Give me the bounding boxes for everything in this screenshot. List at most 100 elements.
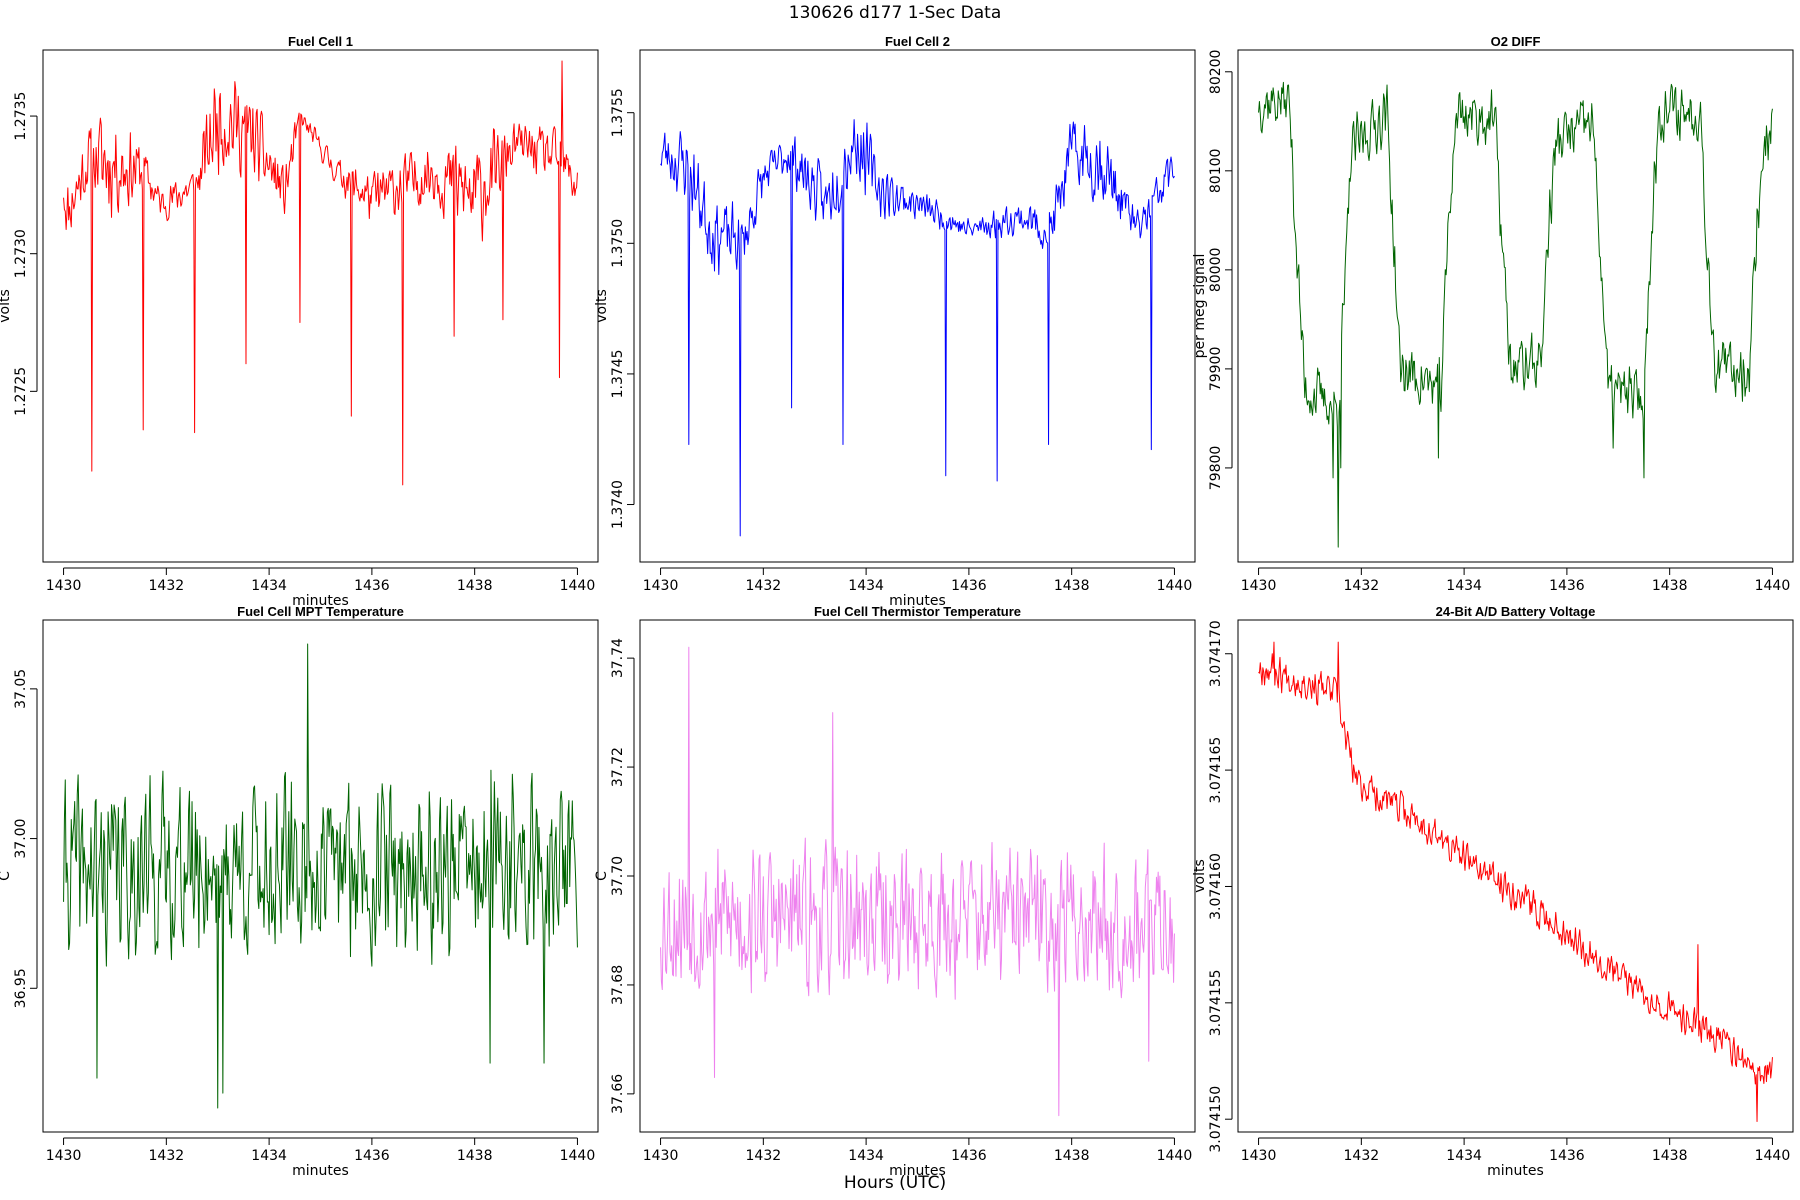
x-tick-label: 1434 — [1446, 578, 1482, 594]
x-tick-label: 1440 — [560, 1148, 596, 1164]
panel-title: O2 DIFF — [1491, 34, 1541, 49]
y-axis-label: C — [0, 871, 13, 881]
y-tick-label: 1.3740 — [610, 480, 626, 529]
x-tick-label: 1432 — [746, 578, 782, 594]
plot-frame — [1237, 619, 1794, 1133]
x-tick-label: 1432 — [149, 578, 185, 594]
x-tick-label: 1438 — [1652, 578, 1688, 594]
x-tick-label: 1430 — [46, 1148, 82, 1164]
y-axis-label: C — [594, 871, 610, 881]
y-tick-label: 1.2735 — [13, 92, 29, 141]
x-tick-label: 1432 — [1344, 578, 1380, 594]
x-axis-label: minutes — [1487, 1163, 1544, 1179]
y-tick-label: 1.2730 — [13, 229, 29, 278]
x-axis-label: minutes — [889, 1163, 946, 1179]
x-tick-label: 1436 — [354, 1148, 390, 1164]
y-tick-label: 3.074160 — [1208, 853, 1224, 920]
x-tick-label: 1430 — [1241, 578, 1277, 594]
y-tick-label: 79900 — [1208, 347, 1224, 392]
x-tick-label: 1436 — [951, 578, 987, 594]
y-tick-label: 36.95 — [13, 968, 29, 1008]
y-tick-label: 80200 — [1208, 50, 1224, 95]
x-tick-label: 1430 — [46, 578, 82, 594]
x-tick-label: 1432 — [1344, 1148, 1380, 1164]
x-tick-label: 1436 — [951, 1148, 987, 1164]
series-line — [1258, 81, 1773, 548]
y-axis-label: volts — [0, 289, 13, 323]
y-tick-label: 79800 — [1208, 446, 1224, 491]
figure-xlabel: Hours (UTC) — [844, 1173, 946, 1193]
y-tick-label: 1.3750 — [610, 219, 626, 268]
y-tick-label: 37.00 — [13, 819, 29, 859]
y-tick-label: 3.074170 — [1208, 620, 1224, 687]
x-tick-label: 1434 — [1446, 1148, 1482, 1164]
y-tick-label: 37.66 — [610, 1074, 626, 1114]
y-axis-label: volts — [594, 289, 610, 323]
x-axis-label: minutes — [292, 593, 349, 609]
x-tick-label: 1438 — [1652, 1148, 1688, 1164]
x-tick-label: 1430 — [643, 1148, 679, 1164]
y-axis-label: per meg signal — [1192, 254, 1208, 359]
figure-suptitle: 130626 d177 1-Sec Data — [789, 3, 1001, 23]
series-line — [1258, 641, 1773, 1123]
y-tick-label: 80000 — [1208, 248, 1224, 293]
y-tick-label: 37.68 — [610, 965, 626, 1005]
y-tick-label: 3.074150 — [1208, 1086, 1224, 1153]
x-tick-label: 1432 — [149, 1148, 185, 1164]
plot-frame — [1237, 49, 1794, 563]
x-tick-label: 1438 — [457, 578, 493, 594]
plot-frame — [639, 49, 1196, 563]
x-tick-label: 1434 — [848, 1148, 884, 1164]
x-tick-label: 1432 — [746, 1148, 782, 1164]
series-line — [63, 643, 578, 1109]
y-tick-label: 1.3755 — [610, 88, 626, 137]
series-line — [660, 119, 1175, 537]
x-tick-label: 1440 — [1157, 578, 1193, 594]
x-axis-label: minutes — [889, 593, 946, 609]
panel-title: Fuel Cell MPT Temperature — [237, 604, 404, 619]
x-tick-label: 1430 — [643, 578, 679, 594]
x-tick-label: 1434 — [848, 578, 884, 594]
x-tick-label: 1438 — [1054, 1148, 1090, 1164]
series-line — [63, 60, 578, 486]
panel-3: O2 DIFF 1430 1432 1434 1436 1438 1440 79800 7990… — [1192, 34, 1794, 594]
panel-4: Fuel Cell MPT Temperature 1430 1432 1434 143… — [0, 604, 599, 1179]
x-axis-label: minutes — [292, 1163, 349, 1179]
y-tick-label: 37.05 — [13, 669, 29, 709]
y-tick-label: 37.70 — [610, 856, 626, 896]
panel-title: Fuel Cell 1 — [288, 34, 353, 49]
panels: Fuel Cell 1 1430 1432 1434 1436 1438 1440 minut… — [0, 34, 1794, 1179]
x-tick-label: 1434 — [251, 1148, 287, 1164]
x-tick-label: 1440 — [1157, 1148, 1193, 1164]
x-tick-label: 1436 — [1549, 578, 1585, 594]
panel-5: Fuel Cell Thermistor Temperature 1430 1432… — [594, 604, 1196, 1179]
panel-6: 24-Bit A/D Battery Voltage 1430 1432 1434 14… — [1192, 604, 1794, 1179]
plot-frame — [639, 619, 1196, 1133]
panel-title: 24-Bit A/D Battery Voltage — [1436, 604, 1596, 619]
plot-frame — [42, 619, 599, 1133]
x-tick-label: 1440 — [1755, 1148, 1791, 1164]
series-line — [660, 646, 1175, 1117]
x-tick-label: 1436 — [354, 578, 390, 594]
panel-title: Fuel Cell 2 — [885, 34, 950, 49]
y-tick-label: 80100 — [1208, 149, 1224, 194]
panel-title: Fuel Cell Thermistor Temperature — [814, 604, 1021, 619]
panel-2: Fuel Cell 2 1430 1432 1434 1436 1438 1440 minut… — [594, 34, 1196, 609]
x-tick-label: 1438 — [1054, 578, 1090, 594]
x-tick-label: 1440 — [1755, 578, 1791, 594]
x-tick-label: 1434 — [251, 578, 287, 594]
y-tick-label: 1.3745 — [610, 349, 626, 398]
y-tick-label: 37.72 — [610, 747, 626, 787]
x-tick-label: 1436 — [1549, 1148, 1585, 1164]
panel-1: Fuel Cell 1 1430 1432 1434 1436 1438 1440 minut… — [0, 34, 599, 609]
plot-frame — [42, 49, 599, 563]
y-tick-label: 3.074155 — [1208, 969, 1224, 1036]
x-tick-label: 1430 — [1241, 1148, 1277, 1164]
y-tick-label: 3.074165 — [1208, 737, 1224, 804]
x-tick-label: 1440 — [560, 578, 596, 594]
y-tick-label: 37.74 — [610, 638, 626, 678]
y-tick-label: 1.2725 — [13, 367, 29, 416]
x-tick-label: 1438 — [457, 1148, 493, 1164]
